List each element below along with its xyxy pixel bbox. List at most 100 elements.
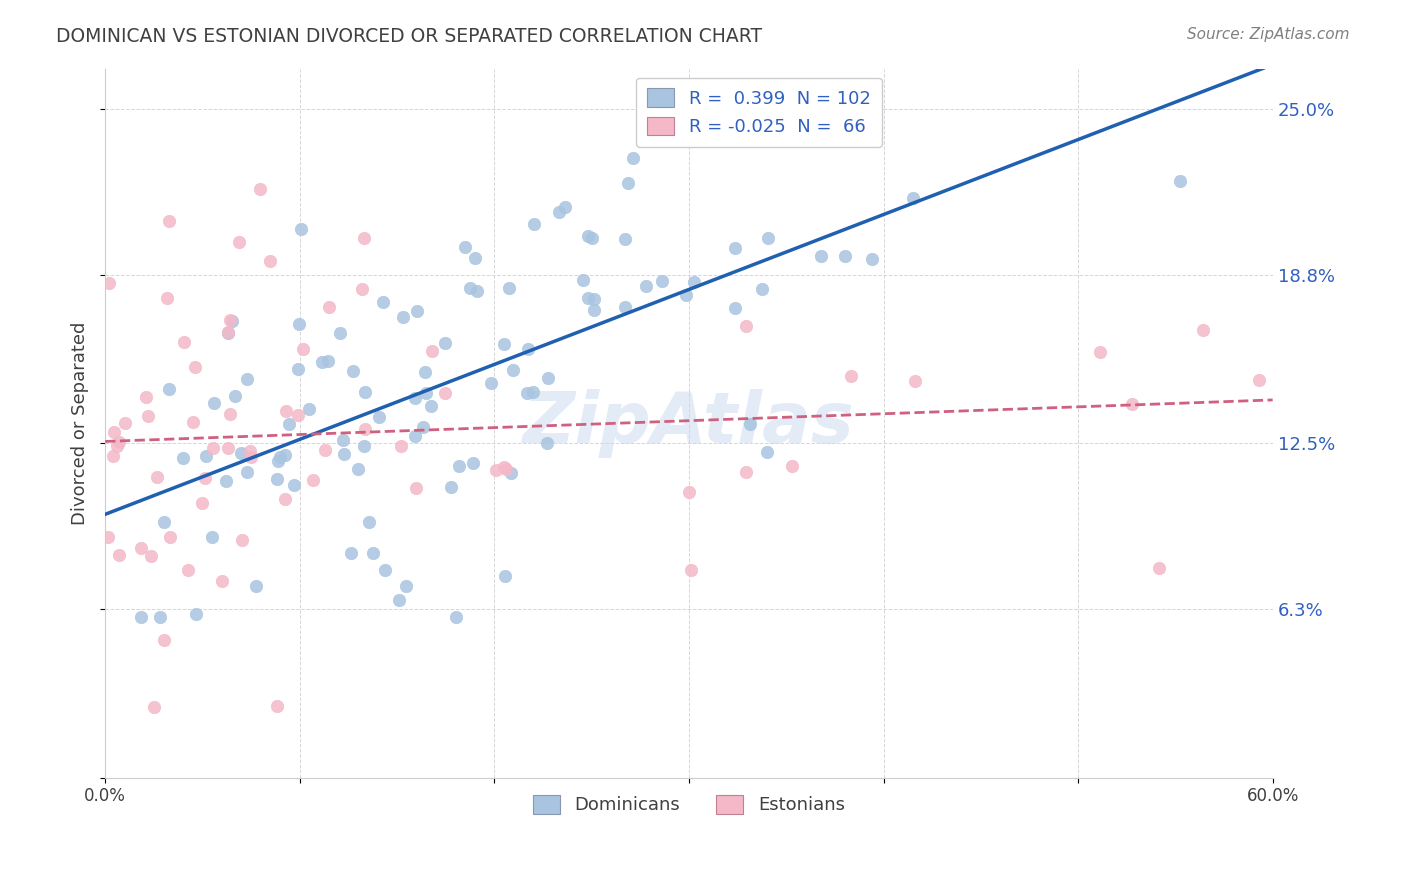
Point [494, 569, 516, 583]
Point [682, 275, 704, 289]
Point [269, 450, 291, 464]
Point [388, 592, 411, 607]
Point [342, 364, 364, 378]
Point [494, 459, 516, 474]
Point [287, 408, 309, 422]
Point [105, 438, 128, 452]
Point [499, 467, 522, 481]
Point [266, 472, 288, 486]
Point [129, 541, 152, 556]
Point [516, 386, 538, 401]
Point [290, 222, 312, 236]
Point [536, 435, 558, 450]
Point [636, 279, 658, 293]
Point [395, 579, 418, 593]
Point [224, 389, 246, 403]
Point [440, 480, 463, 494]
Point [495, 462, 517, 476]
Point [129, 610, 152, 624]
Point [502, 363, 524, 377]
Point [1088, 344, 1111, 359]
Point [446, 610, 468, 624]
Point [346, 462, 368, 476]
Point [461, 456, 484, 470]
Point [108, 434, 131, 449]
Point [517, 342, 540, 356]
Point [288, 317, 311, 331]
Point [239, 450, 262, 465]
Point [494, 336, 516, 351]
Point [724, 301, 747, 316]
Point [412, 420, 434, 434]
Point [136, 409, 159, 424]
Point [135, 390, 157, 404]
Point [621, 152, 644, 166]
Point [1147, 561, 1170, 575]
Point [901, 191, 924, 205]
Point [363, 546, 385, 560]
Point [522, 385, 544, 400]
Point [311, 355, 333, 369]
Point [236, 465, 259, 479]
Point [277, 417, 299, 432]
Point [460, 281, 482, 295]
Point [537, 370, 560, 384]
Point [316, 354, 339, 368]
Point [755, 445, 778, 459]
Point [485, 463, 508, 477]
Point [201, 530, 224, 544]
Point [904, 374, 927, 388]
Point [172, 450, 194, 465]
Point [153, 515, 176, 529]
Point [582, 292, 605, 306]
Point [145, 469, 167, 483]
Point [523, 218, 546, 232]
Point [217, 326, 239, 340]
Point [194, 471, 217, 485]
Point [583, 302, 606, 317]
Point [353, 439, 375, 453]
Point [374, 563, 396, 577]
Point [287, 362, 309, 376]
Point [173, 334, 195, 349]
Point [581, 230, 603, 244]
Point [675, 287, 697, 301]
Point [576, 291, 599, 305]
Point [810, 249, 832, 263]
Legend: Dominicans, Estonians: Dominicans, Estonians [522, 784, 856, 825]
Point [860, 252, 883, 266]
Point [215, 475, 238, 489]
Point [547, 205, 569, 219]
Point [392, 310, 415, 324]
Point [454, 240, 477, 254]
Point [498, 281, 520, 295]
Point [413, 365, 436, 379]
Text: ZipAtlas: ZipAtlas [523, 389, 855, 458]
Point [236, 372, 259, 386]
Point [139, 549, 162, 563]
Point [245, 579, 267, 593]
Point [353, 230, 375, 244]
Point [433, 336, 456, 351]
Text: DOMINICAN VS ESTONIAN DIVORCED OR SEPARATED CORRELATION CHART: DOMINICAN VS ESTONIAN DIVORCED OR SEPARA… [56, 27, 762, 45]
Point [259, 254, 281, 268]
Point [276, 404, 298, 418]
Point [318, 300, 340, 314]
Point [211, 574, 233, 589]
Point [447, 458, 470, 473]
Point [156, 291, 179, 305]
Point [613, 232, 636, 246]
Point [97, 530, 120, 544]
Point [266, 698, 288, 713]
Point [614, 300, 637, 314]
Point [405, 482, 427, 496]
Point [350, 282, 373, 296]
Point [177, 563, 200, 577]
Point [283, 478, 305, 492]
Point [415, 386, 437, 401]
Point [576, 229, 599, 244]
Point [291, 342, 314, 356]
Point [218, 313, 240, 327]
Point [228, 235, 250, 250]
Point [157, 382, 180, 396]
